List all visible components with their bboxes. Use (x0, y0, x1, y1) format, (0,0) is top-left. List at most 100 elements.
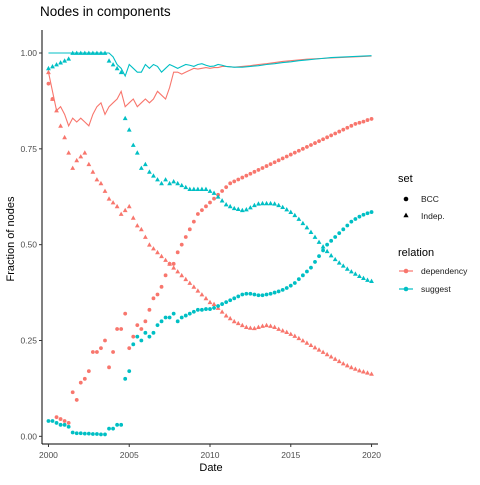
suggest-indep-point (268, 200, 273, 206)
dependency-indep-point (179, 272, 185, 278)
dependency-indep-point (74, 157, 80, 163)
suggest-indep-point (352, 271, 358, 276)
dependency-indep-point (70, 165, 76, 170)
dependency-bcc-point (272, 160, 277, 165)
dependency-bcc-point (123, 311, 128, 316)
dependency-indep-point (142, 234, 148, 239)
dependency-indep-point (247, 325, 253, 330)
suggest-bcc-point (280, 288, 285, 292)
suggest-bcc-point (115, 422, 120, 427)
suggest-bcc-point (135, 334, 140, 339)
suggest-indep-point (58, 60, 63, 65)
suggest-bcc-point (296, 277, 301, 282)
legend: set BCC Indep. relation dependency sugge… (398, 173, 468, 294)
legend-bcc-key (403, 196, 409, 202)
suggest-bcc-point (365, 211, 370, 216)
legend-dependency-label: dependency (421, 266, 468, 276)
suggest-indep-point (86, 50, 92, 55)
dependency-indep-point (78, 154, 84, 159)
dependency-bcc-point (175, 250, 180, 255)
suggest-indep-point (328, 253, 334, 258)
dependency-indep-point (231, 318, 237, 324)
dependency-bcc-point (103, 338, 107, 343)
dependency-indep-point (288, 331, 294, 336)
suggest-indep-point (66, 56, 72, 61)
suggest-bcc-point (179, 315, 184, 320)
dependency-indep-point (110, 200, 116, 205)
suggest-indep-point (151, 173, 156, 178)
suggest-bcc-point (244, 291, 249, 296)
dependency-indep-point (352, 366, 358, 371)
suggest-indep-point (82, 50, 88, 55)
suggest-bcc-point (90, 432, 95, 436)
suggest-bcc-point (305, 269, 309, 274)
dependency-bcc-point (70, 390, 75, 395)
suggest-bcc-point (62, 422, 67, 427)
dependency-bcc-point (264, 164, 269, 168)
dependency-bcc-point (280, 156, 285, 161)
suggest-bcc-point (345, 223, 350, 228)
dependency-bcc-point (349, 123, 354, 128)
dependency-bcc-point (107, 365, 111, 370)
y-axis-label: Fraction of nodes (5, 196, 17, 281)
x-tick-label: 2010 (201, 450, 220, 460)
suggest-bcc-point (240, 292, 245, 297)
dependency-indep-point (332, 356, 338, 361)
suggest-bcc-point (175, 319, 180, 324)
legend-bcc-label: BCC (421, 194, 439, 204)
dependency-bcc-point (224, 185, 229, 190)
dependency-bcc-point (127, 346, 132, 351)
suggest-indep-point (147, 169, 152, 174)
dependency-indep-point (187, 280, 193, 285)
suggest-bcc-point (208, 307, 212, 311)
dependency-indep-point (62, 134, 68, 140)
dependency-bcc-point (260, 166, 265, 170)
dependency-indep-point (147, 242, 152, 247)
dependency-indep-point (365, 370, 370, 375)
suggest-indep-point (110, 62, 116, 67)
chart-title: Nodes in components (40, 4, 171, 19)
suggest-indep-point (296, 216, 302, 221)
suggest-indep-point (46, 65, 51, 71)
suggest-bcc-point (54, 421, 59, 425)
dependency-bcc-point (252, 169, 257, 174)
dependency-indep-point (252, 325, 257, 331)
dependency-bcc-point (86, 369, 91, 374)
suggest-indep-point (243, 207, 249, 212)
suggest-indep-point (54, 62, 59, 67)
suggest-indep-point (215, 194, 221, 199)
dependency-indep-point (324, 351, 330, 357)
series-points (46, 50, 374, 437)
dependency-indep-point (118, 211, 124, 216)
legend-relation-title: relation (398, 247, 434, 259)
dependency-bcc-point (353, 122, 358, 126)
suggest-indep-point (357, 273, 362, 279)
suggest-bcc-point (86, 431, 91, 436)
suggest-indep-point (70, 50, 76, 55)
suggest-indep-point (276, 202, 282, 208)
dependency-indep-point (191, 284, 197, 289)
suggest-bcc-point (232, 296, 237, 301)
dependency-bcc-point (329, 133, 334, 138)
dependency-indep-point (328, 354, 334, 359)
y-tick-label: 0.00 (20, 431, 37, 441)
suggest-indep-point (211, 190, 217, 195)
x-tick-label: 2015 (281, 450, 300, 460)
dependency-indep-point (336, 358, 342, 364)
dependency-indep-point (207, 299, 213, 305)
suggest-indep-point (90, 50, 96, 55)
dependency-indep-point (102, 188, 108, 193)
dependency-bcc-point (369, 117, 374, 121)
dependency-bcc-point (240, 175, 245, 180)
dependency-indep-point (159, 253, 164, 259)
suggest-bcc-point (200, 307, 204, 312)
suggest-bcc-point (361, 212, 366, 217)
dependency-bcc-point (191, 219, 196, 224)
legend-indep-label: Indep. (421, 211, 445, 221)
dependency-indep-point (268, 323, 273, 328)
suggest-bcc-point (353, 217, 358, 221)
suggest-indep-point (134, 150, 140, 155)
dependency-bcc-point (361, 119, 366, 124)
suggest-indep-point (348, 269, 354, 274)
